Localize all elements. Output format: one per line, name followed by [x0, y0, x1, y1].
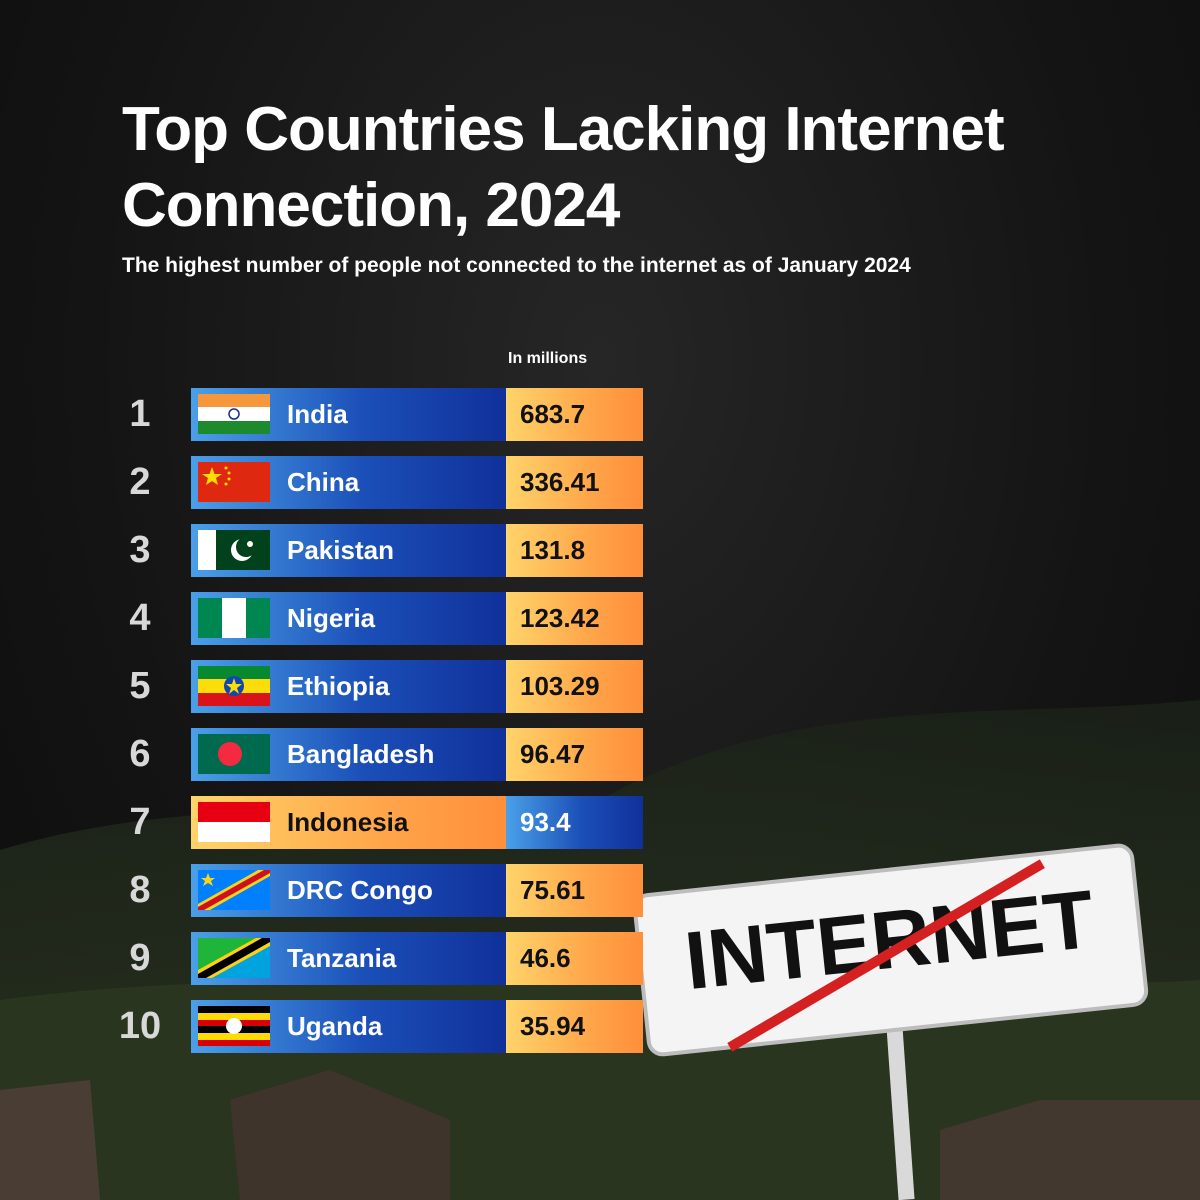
flag	[198, 394, 270, 434]
rank: 3	[129, 529, 151, 571]
rank: 6	[129, 733, 151, 775]
table-row: 3 Pakistan 131.8	[110, 524, 650, 577]
flag	[198, 462, 270, 502]
country-name: DRC Congo	[287, 875, 433, 905]
country-cell: China	[191, 456, 506, 509]
value: 96.47	[506, 728, 643, 781]
country-cell: Bangladesh	[191, 728, 506, 781]
flag	[198, 666, 270, 706]
country-cell: India	[191, 388, 506, 441]
unit-label: In millions	[508, 350, 588, 367]
table-row: 7 Indonesia 93.4	[110, 796, 650, 849]
table-row: 4 Nigeria 123.42	[110, 592, 650, 645]
value: 683.7	[506, 388, 643, 441]
flag	[198, 734, 270, 774]
rank: 1	[129, 393, 151, 435]
flag	[198, 1006, 270, 1046]
value: 46.6	[506, 932, 643, 985]
country-cell: Tanzania	[191, 932, 506, 985]
table-row: 2 China 336.41	[110, 456, 650, 509]
flag	[198, 802, 270, 842]
country-name: India	[287, 399, 348, 429]
flag	[198, 598, 270, 638]
rank: 4	[129, 597, 151, 639]
country-name: Tanzania	[287, 943, 397, 973]
value: 35.94	[506, 1000, 643, 1053]
country-name: China	[287, 467, 360, 497]
country-cell: Pakistan	[191, 524, 506, 577]
rank: 8	[129, 869, 151, 911]
country-cell: DRC Congo	[191, 864, 506, 917]
rank: 7	[129, 801, 151, 843]
country-name: Bangladesh	[287, 739, 435, 769]
value: 93.4	[506, 796, 643, 849]
value: 75.61	[506, 864, 643, 917]
value: 103.29	[506, 660, 643, 713]
country-name: Uganda	[287, 1011, 383, 1041]
rank: 9	[129, 937, 151, 979]
table-row: 9 Tanzania 46.6	[110, 932, 650, 985]
value: 131.8	[506, 524, 643, 577]
country-cell: Ethiopia	[191, 660, 506, 713]
country-name: Indonesia	[287, 807, 409, 837]
value: 123.42	[506, 592, 643, 645]
country-name: Nigeria	[287, 603, 376, 633]
rank: 10	[118, 1005, 162, 1047]
rank: 2	[129, 461, 151, 503]
table-row: 1 India 683.7	[110, 388, 650, 441]
title: Top Countries Lacking Internet Connectio…	[122, 95, 1005, 240]
flag	[198, 938, 270, 978]
flag	[198, 530, 270, 570]
flag	[198, 870, 270, 910]
country-cell: Indonesia	[191, 796, 506, 849]
table-row: 5 Ethiopia 103.29	[110, 660, 650, 713]
rank: 5	[129, 665, 151, 707]
country-cell: Nigeria	[191, 592, 506, 645]
table-row: 6 Bangladesh 96.47	[110, 728, 650, 781]
country-name: Ethiopia	[287, 671, 390, 701]
country-name: Pakistan	[287, 535, 394, 565]
value: 336.41	[506, 456, 643, 509]
table-row: 8 DRC Congo 75.61	[110, 864, 650, 917]
subtitle: The highest number of people not connect…	[122, 254, 911, 277]
table-row: 10 Uganda 35.94	[110, 1000, 650, 1053]
country-cell: Uganda	[191, 1000, 506, 1053]
